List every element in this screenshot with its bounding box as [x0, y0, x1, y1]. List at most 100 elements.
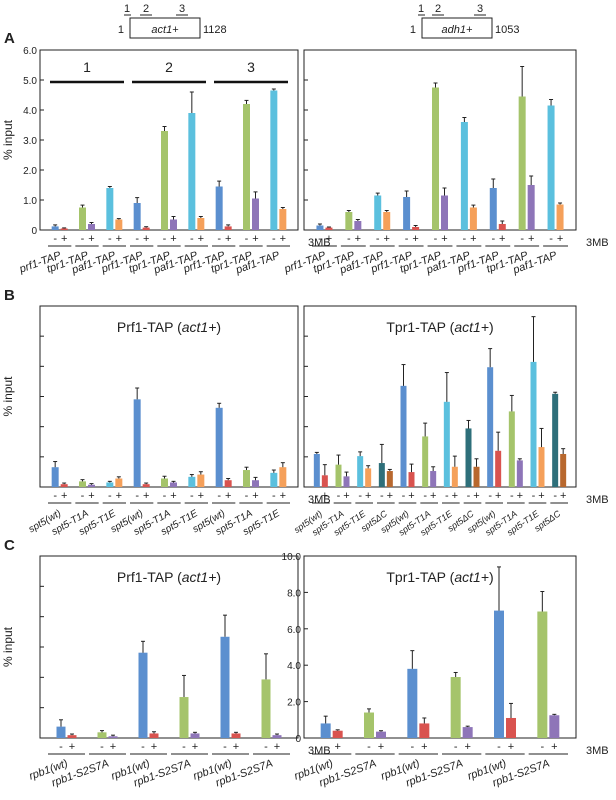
- panel-letter-a: A: [4, 30, 15, 47]
- region-label-3: 3: [477, 3, 483, 15]
- treatment-label-3mb: 3MB: [586, 494, 609, 506]
- bar: [313, 453, 320, 487]
- treatment-minus: -: [491, 233, 495, 245]
- treatment-plus: +: [408, 490, 414, 502]
- bar: [79, 207, 86, 230]
- plot-frame: [303, 555, 577, 739]
- treatment-plus: +: [384, 233, 390, 245]
- bar: [400, 385, 407, 487]
- treatment-minus: -: [108, 233, 112, 245]
- bar: [489, 188, 497, 230]
- treatment-plus: +: [499, 233, 505, 245]
- treatment-plus: +: [430, 490, 436, 502]
- region-label-2: 2: [435, 3, 441, 15]
- bar: [345, 212, 353, 230]
- bar: [161, 478, 168, 487]
- treatment-plus: +: [421, 741, 427, 753]
- bar: [170, 482, 177, 487]
- y-tick-label: 0: [31, 226, 37, 237]
- treatment-minus: -: [337, 490, 341, 502]
- y-tick-label: 2.0: [23, 166, 37, 177]
- treatment-minus: -: [549, 233, 553, 245]
- treatment-label-3mb: 3MB: [586, 237, 609, 249]
- treatment-minus: -: [245, 233, 249, 245]
- bar: [215, 186, 223, 230]
- bar: [469, 207, 477, 230]
- bar: [450, 677, 461, 738]
- treatment-minus: -: [467, 490, 471, 502]
- bar: [142, 484, 150, 487]
- bar: [364, 712, 374, 738]
- treatment-minus: -: [347, 233, 351, 245]
- treatment-plus: +: [116, 233, 122, 245]
- treatment-plus: +: [143, 490, 149, 502]
- treatment-minus: -: [81, 490, 85, 502]
- y-tick-label: 8.0: [287, 588, 301, 599]
- treatment-plus: +: [473, 490, 479, 502]
- bar: [537, 611, 548, 738]
- bar: [316, 225, 324, 230]
- bar: [422, 436, 429, 487]
- bar: [320, 723, 331, 738]
- treatment-minus: -: [53, 490, 57, 502]
- gene-map-adh1: adh1+ 1 1053 1 2 3: [410, 3, 519, 39]
- bar: [494, 610, 504, 738]
- treatment-plus: +: [170, 490, 176, 502]
- bar: [365, 468, 372, 487]
- treatment-plus: +: [538, 490, 544, 502]
- treatment-minus: -: [141, 741, 145, 753]
- bar: [430, 471, 437, 487]
- treatment-plus: +: [355, 233, 361, 245]
- treatment-minus: -: [405, 233, 409, 245]
- chart-title: Prf1-TAP (act1+): [117, 569, 221, 585]
- treatment-label-3mb: 3MB: [586, 745, 609, 757]
- treatment-minus: -: [135, 490, 139, 502]
- treatment-minus: -: [520, 233, 524, 245]
- treatment-minus: -: [217, 490, 221, 502]
- region-bar-label: 2: [165, 59, 173, 75]
- bar: [432, 87, 439, 230]
- treatment-minus: -: [463, 233, 467, 245]
- treatment-minus: -: [53, 233, 57, 245]
- treatment-minus: -: [272, 490, 276, 502]
- treatment-minus: -: [376, 233, 380, 245]
- bar: [220, 636, 230, 738]
- treatment-plus: +: [198, 233, 204, 245]
- treatment-plus: +: [470, 233, 476, 245]
- treatment-plus: +: [280, 233, 286, 245]
- bar: [506, 717, 516, 738]
- treatment-plus: +: [110, 741, 116, 753]
- treatment-minus: -: [272, 233, 276, 245]
- bar: [115, 219, 123, 230]
- treatment-plus: +: [280, 490, 286, 502]
- bar: [408, 472, 415, 487]
- bar: [321, 475, 328, 487]
- treatment-minus: -: [223, 741, 227, 753]
- bar: [161, 131, 168, 230]
- region-label-1: 1: [418, 3, 424, 15]
- treatment-plus: +: [378, 741, 384, 753]
- bar: [190, 733, 200, 738]
- treatment-plus: +: [412, 233, 418, 245]
- bar: [386, 471, 393, 487]
- bar: [443, 401, 450, 487]
- y-tick-label: 4.0: [287, 661, 301, 672]
- region-bar-label: 1: [83, 59, 91, 75]
- treatment-plus: +: [225, 233, 231, 245]
- treatment-minus: -: [190, 490, 194, 502]
- bar: [495, 450, 502, 487]
- bar: [332, 730, 343, 738]
- treatment-plus: +: [387, 490, 393, 502]
- treatment-minus: -: [454, 741, 458, 753]
- bar: [188, 113, 196, 230]
- bar: [51, 226, 59, 230]
- bar: [261, 679, 271, 738]
- region-label-3: 3: [179, 3, 185, 15]
- treatment-minus: -: [445, 490, 449, 502]
- bar: [419, 723, 430, 738]
- bar: [498, 224, 506, 230]
- treatment-minus: -: [163, 233, 167, 245]
- bar: [138, 652, 148, 738]
- bar: [516, 460, 523, 487]
